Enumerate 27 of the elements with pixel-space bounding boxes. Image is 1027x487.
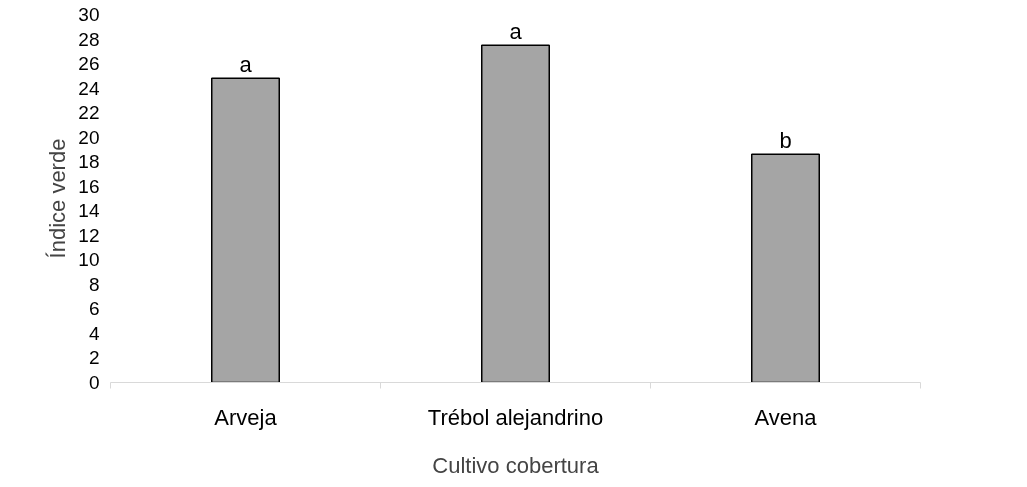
y-tick-label: 8 bbox=[88, 273, 100, 295]
y-tick-label: 4 bbox=[88, 322, 100, 344]
x-tick-label: Avena bbox=[754, 404, 818, 430]
y-tick-label: 22 bbox=[78, 102, 100, 124]
y-tick-label: 26 bbox=[78, 53, 100, 75]
y-tick-label: 2 bbox=[88, 347, 100, 369]
y-tick-label: 30 bbox=[78, 4, 100, 25]
y-tick-label: 28 bbox=[78, 28, 100, 50]
x-axis-title: Cultivo cobertura bbox=[432, 452, 600, 478]
y-tick-label: 12 bbox=[78, 224, 100, 246]
y-tick-label: 24 bbox=[78, 77, 100, 99]
annotation: a bbox=[509, 19, 523, 45]
x-tick-label: Trébol alejandrino bbox=[427, 404, 604, 430]
y-tick-label: 20 bbox=[78, 126, 100, 148]
annotation: b bbox=[779, 128, 792, 154]
y-tick-label: 10 bbox=[78, 249, 100, 271]
y-tick-label: 16 bbox=[78, 175, 100, 197]
x-tick-label: Arveja bbox=[214, 404, 278, 430]
y-axis-title: Índice verde bbox=[45, 138, 71, 259]
bar bbox=[751, 153, 820, 383]
y-tick-label: 18 bbox=[78, 151, 100, 173]
bar bbox=[481, 44, 550, 383]
bar bbox=[211, 77, 280, 383]
y-tick-label: 6 bbox=[88, 298, 100, 320]
y-tick-label: 0 bbox=[88, 372, 100, 393]
annotation: a bbox=[239, 52, 253, 78]
y-tick-label: 14 bbox=[78, 200, 100, 222]
